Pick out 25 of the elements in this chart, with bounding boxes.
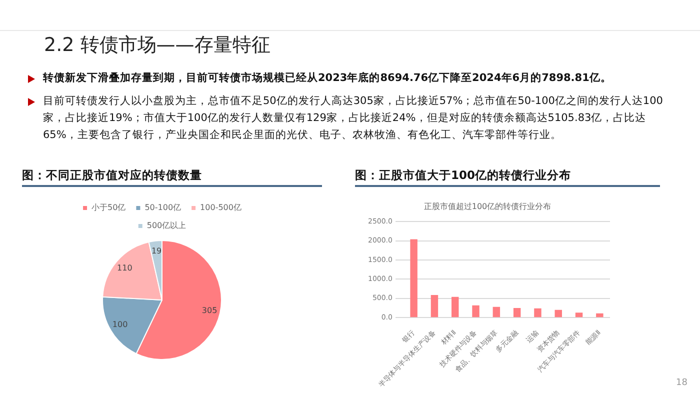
data-label: 305 xyxy=(202,306,218,315)
bar xyxy=(534,308,542,318)
legend-label: 小于50亿 xyxy=(92,203,126,212)
legend-label: 50-100亿 xyxy=(144,203,182,212)
bar xyxy=(472,305,480,318)
legend-label: 100-500亿 xyxy=(200,203,242,212)
bar xyxy=(452,296,459,318)
bar xyxy=(430,294,438,318)
chart-title: 图：正股市值大于100亿的转债行业分布 xyxy=(355,168,660,187)
bar xyxy=(492,306,500,318)
bar xyxy=(554,310,562,318)
text: 转债新发下滑叠加存量到期，目前可转债市场规模已经从2023年底的8694.76亿下降至2024年6月的7898.81亿。 xyxy=(43,70,612,86)
bar xyxy=(410,239,418,318)
chart-subtitle: 正股市值超过100亿的转债行业分布 xyxy=(424,202,552,211)
text: 18 xyxy=(676,378,688,388)
bar xyxy=(575,312,583,318)
text: 2.2 转债市场——存量特征 xyxy=(44,33,270,58)
data-label: 100 xyxy=(112,320,128,329)
bar xyxy=(513,308,521,318)
data-label: 110 xyxy=(117,264,132,273)
legend-label: 500亿以上 xyxy=(146,221,186,230)
bar xyxy=(596,313,604,318)
data-label: 19 xyxy=(151,246,162,256)
text: 目前可转债发行人以小盘股为主，总市值不足50亿的发行人高达305家，占比接近57%；总市值在50-100亿之间的发行人达100家，占比接近19%；市值大于100亿的发行人数量仅有129家，占比接近24%，但是对应的转债余额高达5105.83亿，占比达65%，主要包含了银行，产业央国企和民企里面的光伏、电子、农林牧渔、有色化工、汽车零部件等行业。 xyxy=(43,94,664,143)
chart-title: 图：不同正股市值对应的转债数量 xyxy=(22,168,322,187)
